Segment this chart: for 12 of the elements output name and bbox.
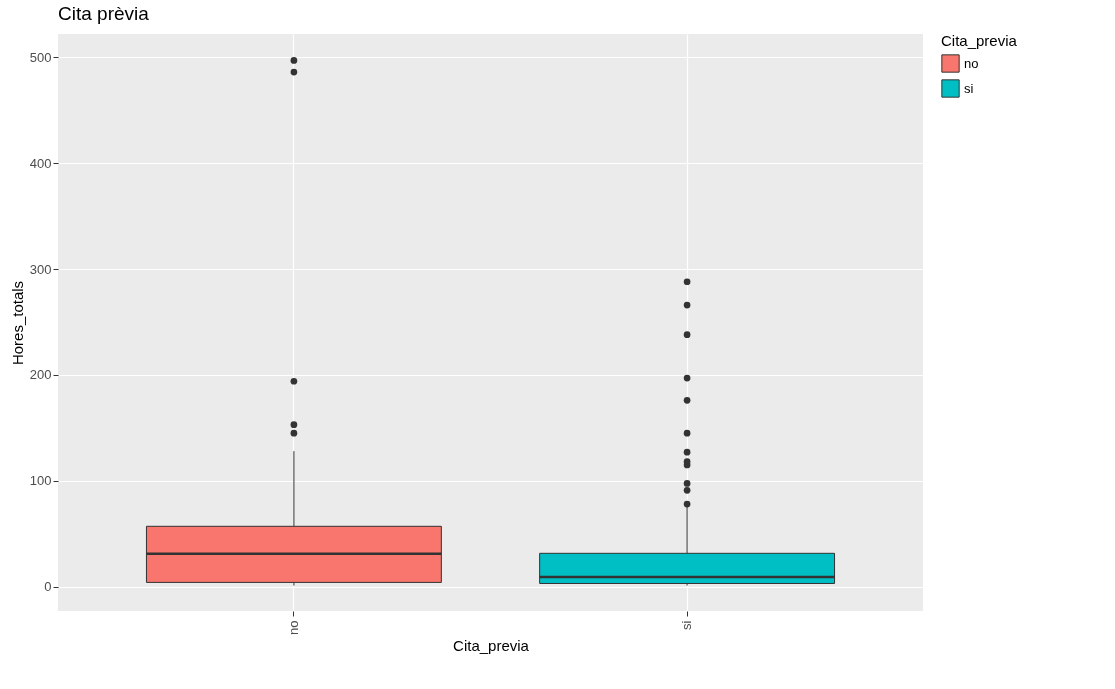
y-tick-label: 200 bbox=[29, 367, 52, 383]
x-axis-title: Cita_previa bbox=[453, 636, 530, 654]
legend-title: Cita_previa bbox=[941, 32, 1018, 49]
y-tick-label: 400 bbox=[29, 155, 52, 171]
y-tick-label: 300 bbox=[29, 261, 52, 277]
y-tick-label: 500 bbox=[29, 49, 52, 65]
y-tick-label: 0 bbox=[44, 579, 52, 595]
chart-title: Cita prèvia bbox=[58, 3, 150, 24]
y-axis-title: Hores_totals bbox=[8, 280, 26, 366]
legend-label: no bbox=[964, 55, 979, 71]
legend-label: si bbox=[964, 80, 974, 96]
y-tick-label: 100 bbox=[29, 473, 52, 489]
